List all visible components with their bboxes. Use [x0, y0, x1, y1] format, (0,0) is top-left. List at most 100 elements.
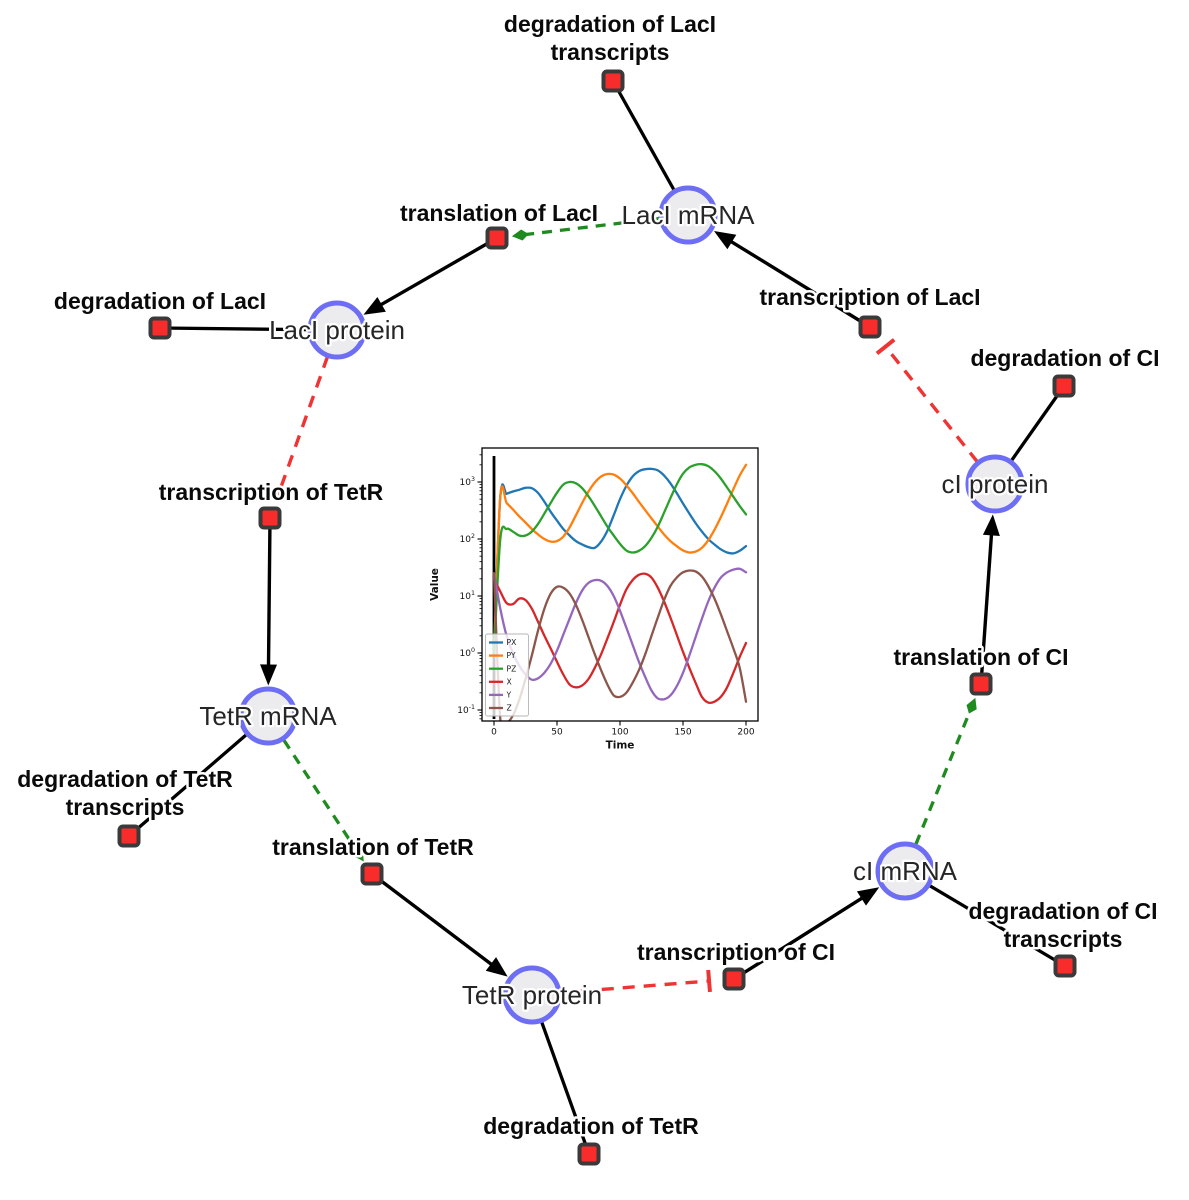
reaction-node-deg_ci_tx[interactable] [1053, 954, 1077, 978]
legend-label-Y: Y [506, 691, 512, 700]
edge-ci_mrna-transl_ci-modifier [914, 697, 977, 845]
legend-label-X: X [507, 677, 512, 686]
reaction-label-deg_ci_tx: degradation of CI transcripts [968, 898, 1157, 952]
species-node-ci_mrna[interactable] [875, 841, 935, 901]
y-tick-label: 100 [460, 647, 475, 659]
inhibition-tee-icon [706, 969, 712, 993]
edge-transl_laci-laci_protein-production [363, 236, 498, 315]
reaction-node-deg_tetr_tx[interactable] [117, 824, 141, 848]
edge-tetr_mrna-deg_tetr_tx-consumption [127, 714, 270, 838]
reaction-node-deg_laci_tx[interactable] [601, 69, 625, 93]
reaction-node-deg_laci[interactable] [148, 316, 172, 340]
arrowhead-icon [260, 664, 278, 686]
species-label-ci_mrna: cI mRNA [853, 856, 958, 886]
species-node-ci_protein[interactable] [965, 454, 1025, 514]
x-tick-label: 150 [674, 728, 691, 738]
reaction-node-transl_tetr[interactable] [360, 862, 384, 886]
reaction-node-deg_ci[interactable] [1052, 374, 1076, 398]
reaction-label-deg_tetr: degradation of TetR [483, 1113, 699, 1139]
inhibition-tee-icon [875, 338, 896, 355]
reaction-label-txn_ci: transcription of CI [639, 941, 837, 967]
modifier-arrowhead-icon [353, 847, 364, 862]
modifier-arrowhead-icon [511, 229, 529, 241]
edge-laci_mrna-transl_laci-modifier [511, 216, 660, 241]
reaction-label-transl_tetr: translation of TetR [274, 836, 476, 862]
legend-label-PZ: PZ [507, 664, 517, 673]
reaction-label-deg_ci_tx: degradation of CI transcripts [970, 900, 1159, 954]
edge-laci_protein-txn_tetr-inhibition [267, 355, 330, 501]
reaction-label-transl_ci: translation of CI [893, 644, 1068, 670]
x-tick-label: 200 [737, 728, 754, 738]
x-axis-title: Time [606, 740, 635, 752]
species-label-laci_mrna: LacI mRNA [622, 200, 756, 230]
edge-ci_protein-txn_laci-inhibition [875, 338, 979, 464]
reaction-label-txn_ci: transcription of CI [637, 939, 835, 965]
reaction-label-transl_laci: translation of LacI [400, 200, 598, 226]
reaction-label-txn_tetr: transcription of TetR [159, 479, 384, 505]
y-axis-title: Value [429, 568, 441, 601]
reaction-label-deg_tetr: degradation of TetR [485, 1115, 701, 1141]
reaction-label-deg_laci: degradation of LacI [56, 290, 268, 316]
inhibition-tee-icon [267, 488, 290, 501]
arrowhead-icon [856, 887, 880, 906]
chart-legend: PX PY PZ XYZ [485, 633, 529, 717]
reaction-node-transl_ci[interactable] [969, 672, 993, 696]
edge-txn_laci-laci_mrna-production [713, 230, 871, 329]
reaction-label-deg_laci_tx: degradation of LacI transcripts [504, 11, 716, 65]
reaction-label-txn_tetr: transcription of TetR [160, 481, 385, 507]
reaction-node-deg_tetr[interactable] [577, 1142, 601, 1166]
y-tick-label: 103 [460, 476, 475, 488]
reaction-label-transl_tetr: translation of TetR [272, 834, 474, 860]
species-label-ci_protein: cI protein [942, 469, 1049, 499]
edge-txn_ci-ci_mrna-production [733, 887, 880, 981]
reaction-node-txn_ci[interactable] [722, 967, 746, 991]
x-tick-label: 0 [491, 728, 497, 738]
species-node-tetr_protein[interactable] [502, 965, 562, 1025]
arrowhead-icon [982, 514, 1000, 536]
species-node-tetr_mrna[interactable] [238, 686, 298, 746]
series-Z [492, 569, 748, 721]
arrowhead-icon [485, 957, 508, 977]
edge-txn_tetr-tetr_mrna-production [260, 517, 278, 686]
chart-series-group [492, 462, 748, 721]
reaction-label-transl_laci: translation of LacI [402, 202, 600, 228]
edge-tetr_protein-txn_ci-inhibition [559, 969, 712, 995]
y-tick-label: 10-1 [457, 704, 475, 716]
reaction-label-deg_ci: degradation of CI [970, 345, 1159, 371]
labels-layer: degradation of LacI transcripts degradatio… [15, 9, 1162, 1142]
edge-transl_tetr-tetr_protein-production [370, 872, 508, 977]
species-label-laci_protein: LacI protein [269, 315, 405, 345]
reaction-label-deg_laci: degradation of LacI [54, 288, 266, 314]
reaction-node-transl_laci[interactable] [485, 226, 509, 250]
reaction-label-transl_ci: translation of CI [895, 646, 1070, 672]
x-tick-label: 100 [611, 728, 628, 738]
y-tick-label: 101 [460, 590, 475, 602]
series-Y [492, 567, 748, 701]
modifier-arrowhead-icon [966, 697, 977, 714]
y-tick-label: 102 [460, 533, 475, 545]
legend-label-Z: Z [507, 704, 512, 713]
reaction-label-deg_tetr_tx: degradation of TetR transcripts [19, 768, 235, 822]
legend-label-PY: PY [507, 651, 516, 660]
edge-ci_mrna-deg_ci_tx-consumption [904, 869, 1066, 968]
timeseries-chart: 0 50 100 150 20010-1100101102103TimeValuePXP… [429, 447, 759, 752]
series-X [492, 572, 748, 705]
x-tick-label: 50 [551, 728, 563, 738]
reaction-label-deg_laci_tx: degradation of LacI transcripts [506, 13, 718, 67]
arrowhead-icon [713, 230, 737, 250]
edge-laci_protein-deg_laci-consumption [159, 326, 338, 332]
series-PX [492, 467, 748, 655]
edge-transl_ci-ci_protein-production [979, 514, 1000, 685]
species-label-tetr_mrna: TetR mRNA [199, 701, 337, 731]
species-node-laci_mrna[interactable] [658, 185, 718, 245]
reaction-node-txn_laci[interactable] [858, 315, 882, 339]
nodes-layer [117, 69, 1077, 1166]
species-node-laci_protein[interactable] [307, 300, 367, 360]
reaction-label-txn_laci: transcription of LacI [759, 284, 980, 310]
reaction-label-deg_ci: degradation of CI [972, 347, 1161, 373]
edge-tetr_mrna-transl_tetr-modifier [282, 739, 364, 862]
reaction-label-deg_tetr_tx: degradation of TetR transcripts [17, 766, 233, 820]
reaction-node-txn_tetr[interactable] [258, 506, 282, 530]
